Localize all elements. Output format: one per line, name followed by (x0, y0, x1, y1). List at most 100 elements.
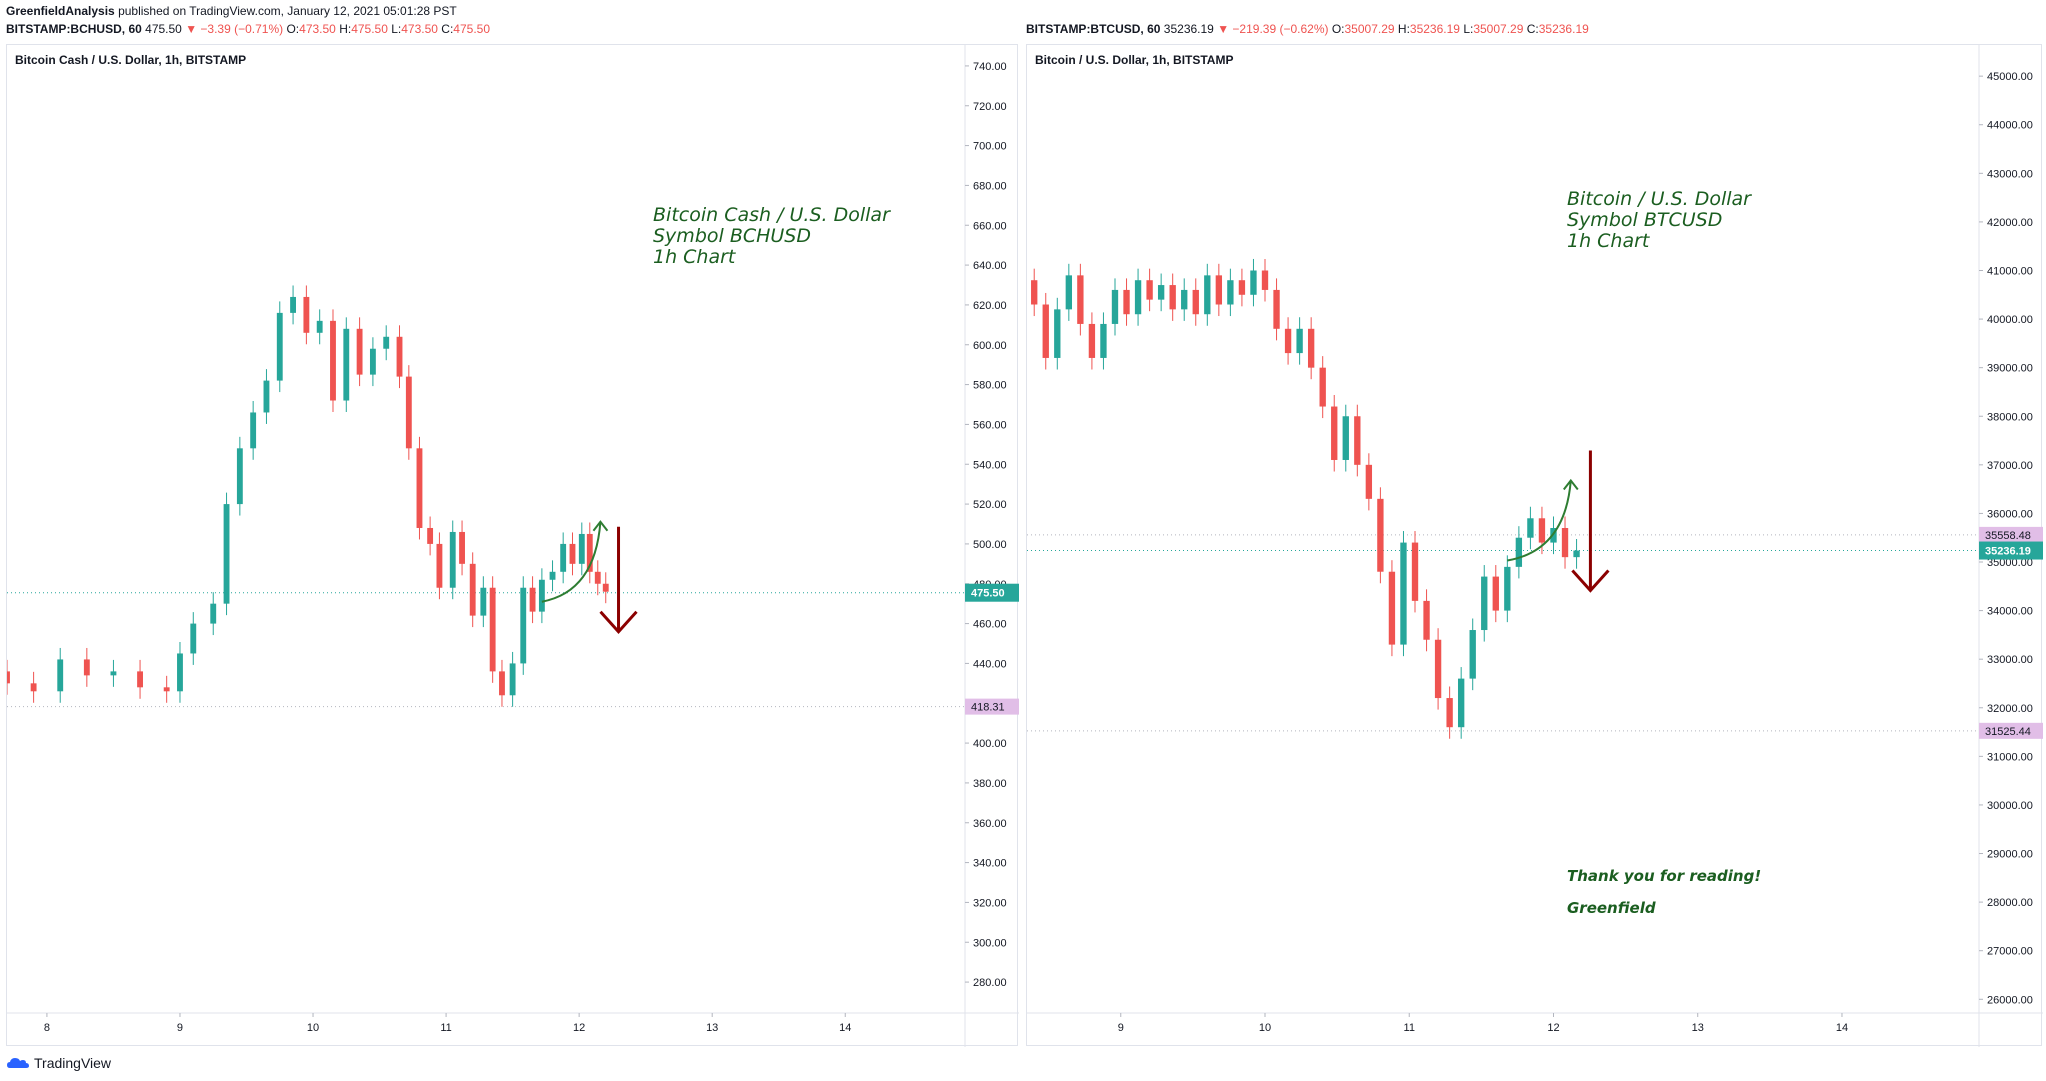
red-arrow-head (1571, 569, 1610, 593)
candle-body (549, 571, 556, 580)
candle-body (1307, 328, 1315, 368)
red-arrow-head (599, 610, 638, 634)
candle-body (396, 336, 403, 377)
y-tick-label: 31000.00 (1987, 751, 2033, 763)
candle-body (263, 380, 270, 413)
x-tick-label: 14 (839, 1022, 851, 1034)
y-tick-label: 28000.00 (1987, 897, 2033, 909)
open-label-right: O: (1331, 22, 1345, 36)
x-tick-label: 13 (706, 1022, 718, 1034)
last-price-label: 475.50 (971, 588, 1005, 600)
bchusd-annotation: Bitcoin Cash / U.S. Dollar Symbol BCHUSD… (653, 205, 890, 268)
y-tick-label: 27000.00 (1987, 946, 2033, 958)
publish-info: GreenfieldAnalysis published on TradingV… (6, 4, 457, 18)
tradingview-brand: TradingView (34, 1055, 112, 1071)
y-tick-label: 700.00 (973, 141, 1007, 153)
candle-body (1388, 571, 1396, 645)
candle-body (190, 623, 197, 654)
open-right: 35007.29 (1344, 22, 1395, 36)
y-tick-label: 540.00 (973, 459, 1007, 471)
last-price-left: 475.50 (145, 22, 182, 36)
close-label-left: C: (441, 22, 454, 36)
y-tick-label: 440.00 (973, 658, 1007, 670)
chart-panel-btcusd[interactable]: 45000.00 44000.00 43000.00 42000.00 41000.00… (1026, 44, 2043, 1047)
candle-body (1227, 280, 1234, 305)
y-tick-label: 34000.00 (1987, 606, 2033, 618)
y-tick-label: 280.00 (973, 977, 1007, 989)
level-price-label: 31525.44 (1985, 726, 2031, 738)
candle-body (1031, 280, 1038, 305)
bchusd-note-line-1: Bitcoin Cash / U.S. Dollar (653, 204, 890, 226)
candle-body (137, 671, 143, 688)
x-tick-label: 11 (440, 1022, 451, 1034)
candle-body (594, 571, 601, 584)
candle-body (509, 663, 516, 696)
tradingview-cloud-icon (7, 1058, 29, 1068)
candle-body (1192, 289, 1199, 315)
y-tick-label: 41000.00 (1987, 265, 2033, 277)
candle-body (316, 320, 323, 333)
y-tick-label: 680.00 (973, 180, 1007, 192)
x-tick-label: 12 (573, 1022, 585, 1034)
y-tick-label: 39000.00 (1987, 363, 2033, 375)
candle-body (1492, 576, 1499, 611)
candle-body (569, 543, 576, 564)
candle-body (520, 587, 527, 664)
y-tick-label: 620.00 (973, 300, 1007, 312)
candle-body (57, 659, 64, 692)
btcusd-chart-svg[interactable]: 45000.00 44000.00 43000.00 42000.00 41000.00… (1027, 45, 2043, 1047)
candle-body (1538, 518, 1546, 543)
x-tick-label: 8 (44, 1022, 50, 1034)
thanks-note: Thank you for reading! (1567, 867, 1762, 885)
candle-body (1250, 270, 1257, 295)
last-price-tag (965, 583, 1019, 602)
candle-body (1354, 416, 1361, 465)
green-arrow-head (1563, 478, 1579, 491)
btcusd-note-line-3: 1h Chart (1567, 230, 1650, 252)
x-tick-label: 14 (1836, 1022, 1848, 1034)
y-tick-label: 32000.00 (1987, 703, 2033, 715)
candle-body (1515, 537, 1523, 567)
y-tick-label: 44000.00 (1987, 120, 2033, 132)
candle-body (499, 671, 505, 696)
legend-left: BITSTAMP:BCHUSD, 60 475.50 ▼ −3.39 (−0.7… (6, 22, 490, 36)
last-price-right: 35236.19 (1163, 22, 1214, 36)
candle-body (449, 531, 456, 588)
y-tick-label: 600.00 (973, 340, 1007, 352)
high-left: 475.50 (351, 22, 388, 36)
candle-body (1331, 406, 1338, 460)
symbol-left: BITSTAMP:BCHUSD, 60 (6, 22, 142, 36)
author-name[interactable]: GreenfieldAnalysis (6, 4, 115, 18)
candle-body (330, 320, 336, 401)
y-tick-label: 36000.00 (1987, 508, 2033, 520)
candle-body (1481, 576, 1488, 631)
candle-body (1377, 498, 1384, 572)
x-tick-label: 11 (1404, 1022, 1415, 1034)
close-right: 35236.19 (1538, 22, 1589, 36)
x-tick-label: 12 (1547, 1022, 1559, 1034)
close-left: 475.50 (453, 22, 490, 36)
candle-body (436, 543, 443, 588)
btcusd-note-line-1: Bitcoin / U.S. Dollar (1567, 188, 1751, 210)
x-tick-label: 10 (1259, 1022, 1271, 1034)
chart-panel-bchusd[interactable]: 740.00 720.00 700.00 680.00 660.00 640.00 620.… (6, 44, 1019, 1047)
candle-body (290, 296, 296, 313)
bchusd-chart-svg[interactable]: 740.00 720.00 700.00 680.00 660.00 640.00 620.… (7, 45, 1019, 1047)
candle-body (1169, 285, 1176, 310)
tradingview-logo[interactable]: TradingView (6, 1055, 111, 1071)
high-label-left: H: (339, 22, 352, 36)
candle-body (1469, 630, 1476, 679)
candle-body (1238, 280, 1246, 295)
candle-body (1261, 270, 1269, 290)
candle-body (1400, 542, 1407, 645)
candle-body (578, 533, 585, 564)
y-tick-label: 380.00 (973, 778, 1007, 790)
y-tick-label: 43000.00 (1987, 168, 2033, 180)
candle-body (538, 579, 545, 612)
candle-body (163, 687, 170, 692)
candle-body (427, 527, 434, 544)
candle-body (276, 312, 283, 381)
candle-body (1204, 275, 1211, 315)
y-tick-label: 33000.00 (1987, 654, 2033, 666)
candle-body (1561, 528, 1569, 558)
